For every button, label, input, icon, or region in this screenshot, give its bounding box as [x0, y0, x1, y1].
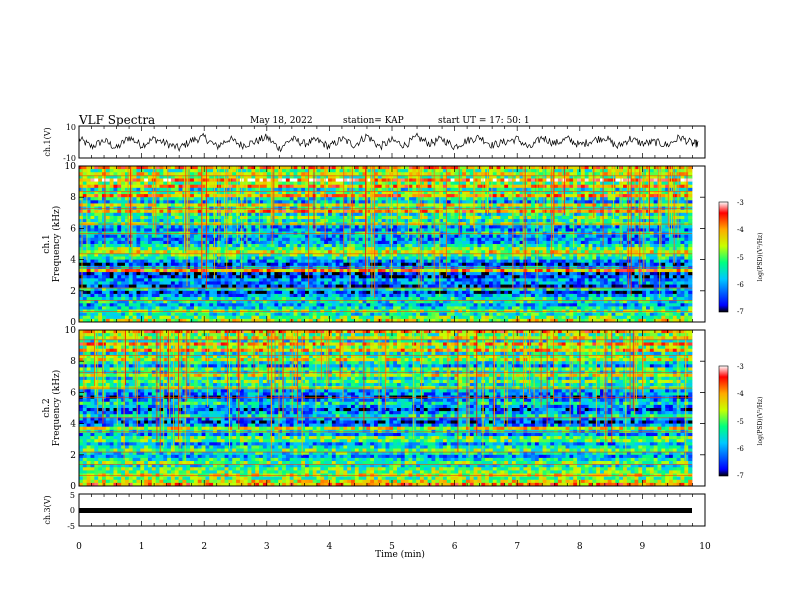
date-label: May 18, 2022: [250, 116, 313, 126]
freq-tick-label: 8: [70, 193, 76, 203]
station-label: station= KAP: [343, 116, 404, 126]
ch2-spec-ylabel: Frequency (kHz): [51, 370, 62, 447]
cb1-tick-m5: -5: [737, 254, 744, 262]
ch1-spec-ylabel: Frequency (kHz): [51, 206, 62, 283]
ch1-waveform-panel: 10 -10 ch.1(V): [43, 123, 705, 163]
freq-tick-label: 2: [70, 287, 76, 297]
freq-tick-label: 10: [65, 162, 77, 172]
time-tick-label: 2: [201, 542, 207, 552]
freq-tick-label: 6: [70, 388, 76, 398]
ch3-ytick-mid: 0: [70, 506, 75, 515]
colorbar-ch1: -3 -4 -5 -6 -7 log(PSD)(V²/Hz): [719, 199, 764, 316]
cb1-tick-m3: -3: [737, 199, 744, 207]
freq-tick-label: 4: [70, 256, 76, 266]
cb2-tick-m6: -6: [737, 445, 744, 453]
ch1-ytick-top: 10: [66, 123, 76, 132]
time-tick-label: 3: [264, 542, 270, 552]
time-tick-label: 1: [139, 542, 145, 552]
freq-tick-label: 8: [70, 357, 76, 367]
ch3-ylabel: ch.3(V): [43, 495, 52, 524]
time-tick-label: 0: [76, 542, 82, 552]
ch3-waveform-panel: 5 0 -5 ch.3(V) 0 1 2 3 4 5 6 7 8 9 10 Time (min): [43, 491, 711, 560]
freq-tick-label: 4: [70, 420, 76, 430]
ch3-waveform-line: [79, 508, 692, 513]
ch1-waveform-line: [79, 133, 698, 151]
colorbar-ch2: -3 -4 -5 -6 -7 log(PSD)(V²/Hz): [719, 363, 764, 480]
ch2-spectrogram-image: [79, 330, 705, 486]
time-tick-label: 9: [640, 542, 646, 552]
ch2-spec-label-channel: ch.2: [42, 398, 52, 417]
ch3-ytick-bottom: -5: [67, 522, 75, 531]
figure-title: VLF Spectra: [78, 113, 155, 127]
start-time-label: start UT = 17: 50: 1: [438, 116, 530, 126]
time-tick-label: 10: [699, 542, 711, 552]
cb2-tick-m5: -5: [737, 418, 744, 426]
cb1-label: log(PSD)(V²/Hz): [757, 233, 764, 282]
freq-tick-label: 2: [70, 451, 76, 461]
cb1-tick-m4: -4: [737, 226, 744, 234]
cb1-tick-m6: -6: [737, 281, 744, 289]
freq-tick-label: 6: [70, 224, 76, 234]
freq-tick-label: 10: [65, 326, 77, 336]
cb2-label: log(PSD)(V²/Hz): [757, 397, 764, 446]
vlf-spectra-figure: VLF Spectra May 18, 2022 station= KAP st…: [0, 0, 792, 612]
cb2-tick-m4: -4: [737, 390, 744, 398]
ch1-spectrogram-image: [79, 166, 705, 322]
time-tick-label: 8: [577, 542, 583, 552]
ch1-spec-label-channel: ch.1: [42, 234, 52, 253]
x-axis-label: Time (min): [375, 549, 425, 560]
time-tick-label: 4: [327, 542, 333, 552]
cb2-tick-m3: -3: [737, 363, 744, 371]
ch1-ylabel: ch.1(V): [43, 127, 52, 156]
cb2-tick-m7: -7: [737, 472, 744, 480]
ch3-ytick-top: 5: [70, 491, 75, 500]
time-tick-label: 6: [452, 542, 458, 552]
time-tick-label: 7: [514, 542, 520, 552]
cb1-tick-m7: -7: [737, 308, 744, 316]
